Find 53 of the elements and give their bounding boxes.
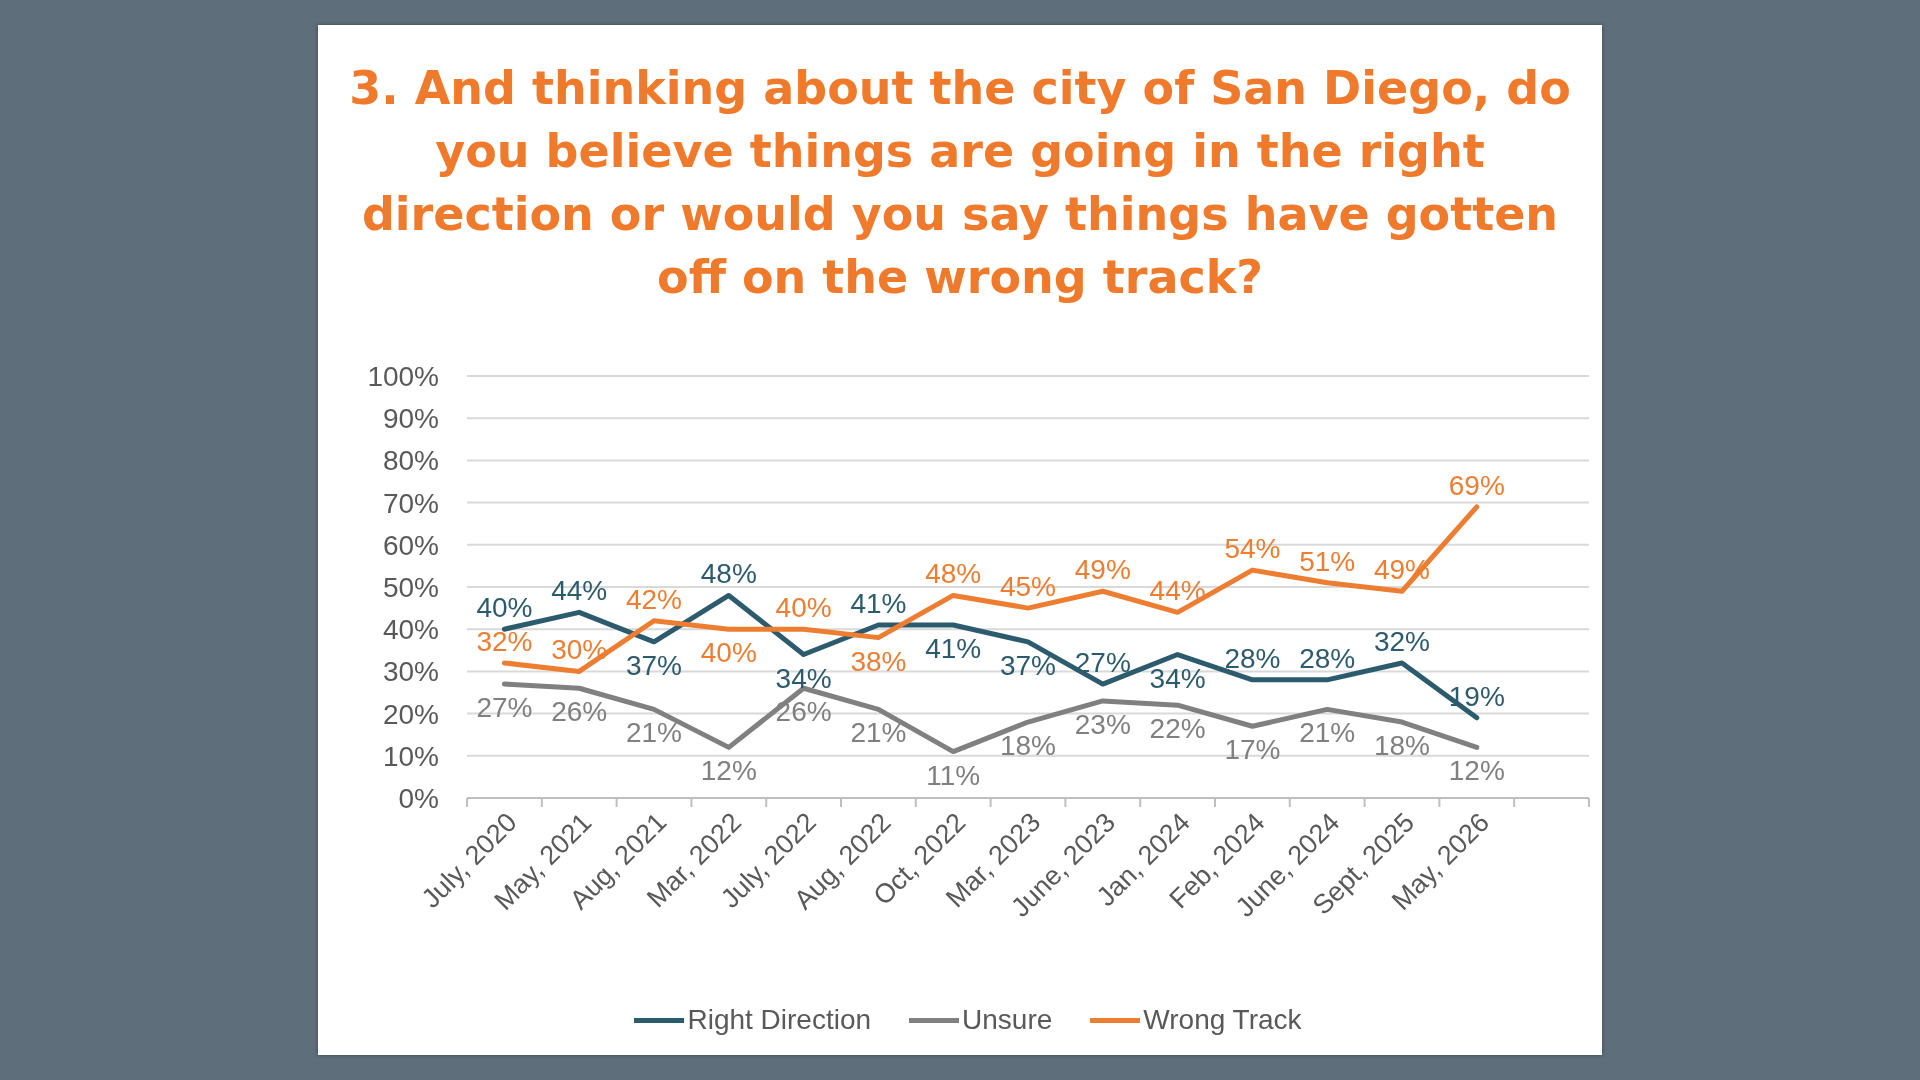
- data-label: 18%: [999, 730, 1057, 762]
- data-label: 51%: [1299, 545, 1356, 577]
- data-label: 18%: [1373, 730, 1431, 762]
- data-label: 44%: [551, 575, 608, 607]
- data-label: 40%: [775, 592, 832, 624]
- chart-title: 3. And thinking about the city of San Diego, do you believe things are going in the right direction or would you say things have gotten off on the wrong track?: [348, 60, 1572, 306]
- data-label: 45%: [999, 571, 1057, 603]
- data-label: 37%: [625, 649, 683, 681]
- data-label: 42%: [625, 583, 683, 615]
- data-label: 26%: [775, 696, 832, 728]
- data-label: 40%: [476, 592, 533, 624]
- data-label: 17%: [1224, 734, 1281, 766]
- data-label: 38%: [850, 645, 907, 677]
- data-label: 21%: [850, 717, 907, 749]
- y-tick-label: 20%: [382, 698, 439, 730]
- y-tick-label: 40%: [382, 614, 439, 646]
- data-label: 11%: [926, 759, 981, 791]
- y-tick-label: 60%: [382, 529, 439, 561]
- legend-label: Wrong Track: [1143, 1004, 1302, 1036]
- data-label: 21%: [625, 717, 683, 749]
- data-label: 21%: [1299, 717, 1356, 749]
- y-tick-label: 10%: [382, 740, 439, 772]
- data-label: 44%: [1149, 575, 1206, 607]
- data-label: 28%: [1299, 642, 1356, 674]
- y-tick-label: 0%: [398, 782, 439, 814]
- data-label: 41%: [925, 632, 982, 664]
- data-label: 48%: [925, 558, 982, 590]
- data-label: 48%: [700, 558, 757, 590]
- y-tick-label: 30%: [382, 656, 439, 688]
- data-label: 32%: [1373, 625, 1431, 657]
- y-tick-label: 70%: [382, 487, 439, 519]
- data-label: 27%: [476, 692, 533, 724]
- legend-label: Unsure: [962, 1004, 1053, 1036]
- data-label: 40%: [700, 637, 757, 669]
- data-label: 41%: [850, 587, 907, 619]
- data-label: 34%: [775, 662, 832, 694]
- legend-label: Right Direction: [687, 1004, 872, 1036]
- data-label: 34%: [1149, 662, 1206, 694]
- data-label: 54%: [1224, 533, 1281, 565]
- data-label: 37%: [999, 649, 1057, 681]
- data-label: 69%: [1448, 469, 1505, 501]
- y-tick-label: 100%: [367, 360, 439, 392]
- data-label: 49%: [1074, 554, 1131, 586]
- y-tick-label: 90%: [382, 403, 439, 435]
- y-tick-label: 50%: [382, 571, 439, 603]
- data-label: 26%: [551, 696, 608, 728]
- data-label: 23%: [1074, 708, 1131, 740]
- y-tick-label: 80%: [382, 445, 439, 477]
- data-label: 32%: [476, 625, 533, 657]
- data-label: 12%: [700, 755, 757, 787]
- data-label: 12%: [1448, 755, 1505, 787]
- data-label: 28%: [1224, 642, 1281, 674]
- data-label: 22%: [1149, 713, 1206, 745]
